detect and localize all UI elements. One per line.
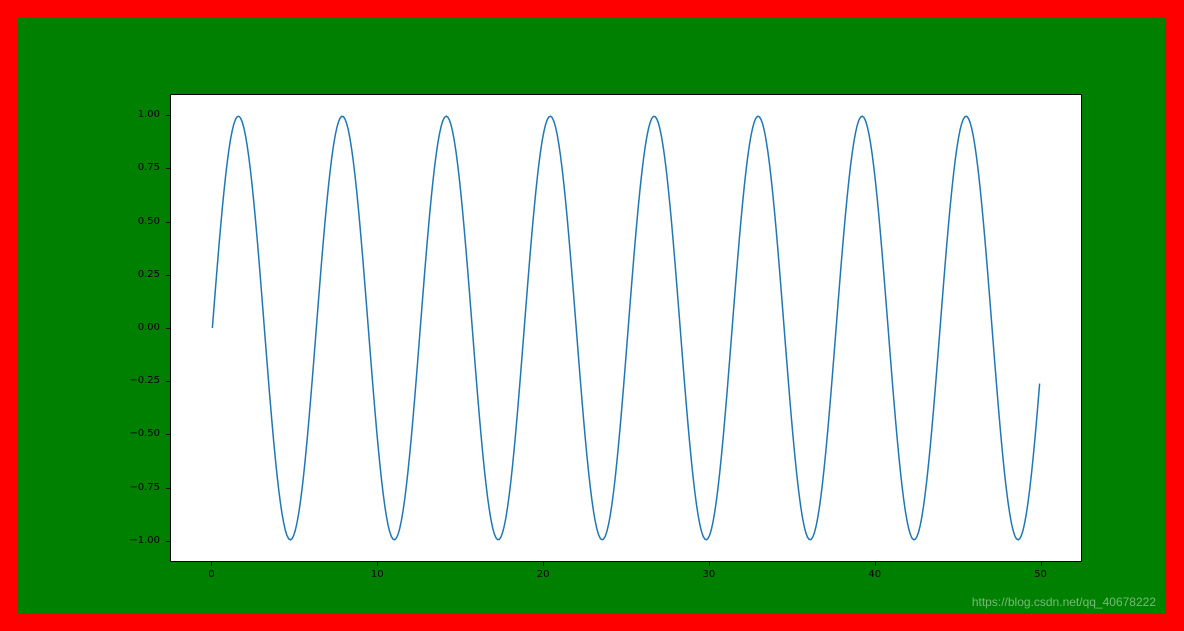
x-tick-label: 40 (860, 569, 890, 580)
y-tick-label: −0.50 (120, 428, 160, 439)
figure-face: −1.00 −0.75 −0.50 −0.25 0.00 0.25 0.50 0.75 1.00… (18, 18, 1166, 613)
y-tick-label: 1.00 (120, 109, 160, 120)
figure-outer-border: −1.00 −0.75 −0.50 −0.25 0.00 0.25 0.50 0.75 1.00… (0, 0, 1184, 631)
sine-line (212, 116, 1039, 540)
y-tick-label: 0.00 (120, 322, 160, 333)
y-tick-mark (166, 168, 170, 169)
y-tick-mark (166, 488, 170, 489)
x-tick-mark (709, 562, 710, 566)
x-tick-mark (1041, 562, 1042, 566)
watermark-text: https://blog.csdn.net/qq_40678222 (972, 595, 1156, 609)
y-tick-label: −0.75 (120, 482, 160, 493)
y-tick-mark (166, 434, 170, 435)
y-tick-mark (166, 381, 170, 382)
y-tick-mark (166, 275, 170, 276)
x-tick-label: 50 (1026, 569, 1056, 580)
y-tick-mark (166, 222, 170, 223)
x-tick-mark (543, 562, 544, 566)
y-tick-label: 0.50 (120, 216, 160, 227)
x-tick-mark (875, 562, 876, 566)
y-tick-mark (166, 541, 170, 542)
x-tick-label: 20 (528, 569, 558, 580)
x-tick-label: 30 (694, 569, 724, 580)
x-tick-label: 0 (196, 569, 226, 580)
y-tick-label: −1.00 (120, 535, 160, 546)
y-tick-label: 0.75 (120, 162, 160, 173)
line-plot-svg (171, 95, 1081, 561)
x-tick-mark (211, 562, 212, 566)
x-tick-label: 10 (362, 569, 392, 580)
x-tick-mark (377, 562, 378, 566)
axes-area (170, 94, 1082, 562)
y-tick-mark (166, 328, 170, 329)
y-tick-label: −0.25 (120, 375, 160, 386)
y-tick-label: 0.25 (120, 269, 160, 280)
y-tick-mark (166, 115, 170, 116)
